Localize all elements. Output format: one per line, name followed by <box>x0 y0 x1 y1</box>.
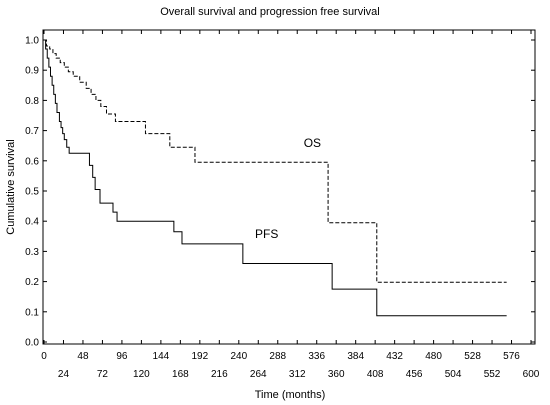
x-tick-label: 312 <box>289 369 306 380</box>
x-tick-label: 288 <box>269 351 286 362</box>
series-label-os: OS <box>304 136 321 150</box>
x-axis-title: Time (months) <box>255 389 326 401</box>
x-tick-label: 480 <box>425 351 442 362</box>
series-line-pfs <box>44 39 507 317</box>
x-tick-label: 336 <box>308 351 325 362</box>
x-tick-label: 576 <box>503 351 520 362</box>
y-tick-label: 0.7 <box>25 126 39 137</box>
y-tick-label: 0.6 <box>25 156 39 167</box>
series-label-pfs: PFS <box>255 227 278 241</box>
x-tick-label: 96 <box>116 351 128 362</box>
x-tick-label: 504 <box>445 369 462 380</box>
x-tick-label: 408 <box>367 369 384 380</box>
y-tick-label: 0.5 <box>25 187 39 198</box>
plot-frame <box>42 29 536 345</box>
y-axis: 0.0 0.1 0.2 0.3 0.4 0.5 0.6 0.7 0.8 0.9 1.0 <box>25 36 535 349</box>
y-tick-label: 0.8 <box>25 96 39 107</box>
x-tick-label: 264 <box>250 369 267 380</box>
x-tick-label: 600 <box>523 369 540 380</box>
x-axis: 0 48 96 144 192 240 288 336 384 432 480 528 576 24 72 1… <box>41 30 540 380</box>
y-tick-label: 0.4 <box>25 217 39 228</box>
y-axis-title: Cumulative survival <box>5 139 17 234</box>
x-tick-label: 528 <box>464 351 481 362</box>
series-group: OS PFS <box>44 39 507 317</box>
x-tick-label: 24 <box>58 369 70 380</box>
x-tick-label: 552 <box>484 369 501 380</box>
x-tick-label: 72 <box>97 369 109 380</box>
x-tick-label: 432 <box>386 351 403 362</box>
x-tick-label: 120 <box>133 369 150 380</box>
chart-title: Overall survival and progression free su… <box>160 6 379 18</box>
y-tick-label: 1.0 <box>25 36 39 47</box>
x-tick-label: 144 <box>153 351 170 362</box>
y-tick-label: 0.0 <box>25 338 39 349</box>
x-tick-label: 360 <box>328 369 345 380</box>
y-tick-label: 0.9 <box>25 66 39 77</box>
x-tick-label: 168 <box>172 369 189 380</box>
y-tick-label: 0.2 <box>25 277 39 288</box>
y-tick-label: 0.3 <box>25 247 39 258</box>
x-tick-label: 456 <box>406 369 423 380</box>
x-tick-label: 216 <box>211 369 228 380</box>
x-tick-label: 48 <box>77 351 89 362</box>
x-tick-label: 384 <box>347 351 364 362</box>
series-line-os <box>44 39 507 283</box>
x-tick-label: 240 <box>230 351 247 362</box>
x-tick-label: 0 <box>41 351 47 362</box>
x-tick-label: 192 <box>191 351 208 362</box>
y-tick-label: 0.1 <box>25 307 39 318</box>
